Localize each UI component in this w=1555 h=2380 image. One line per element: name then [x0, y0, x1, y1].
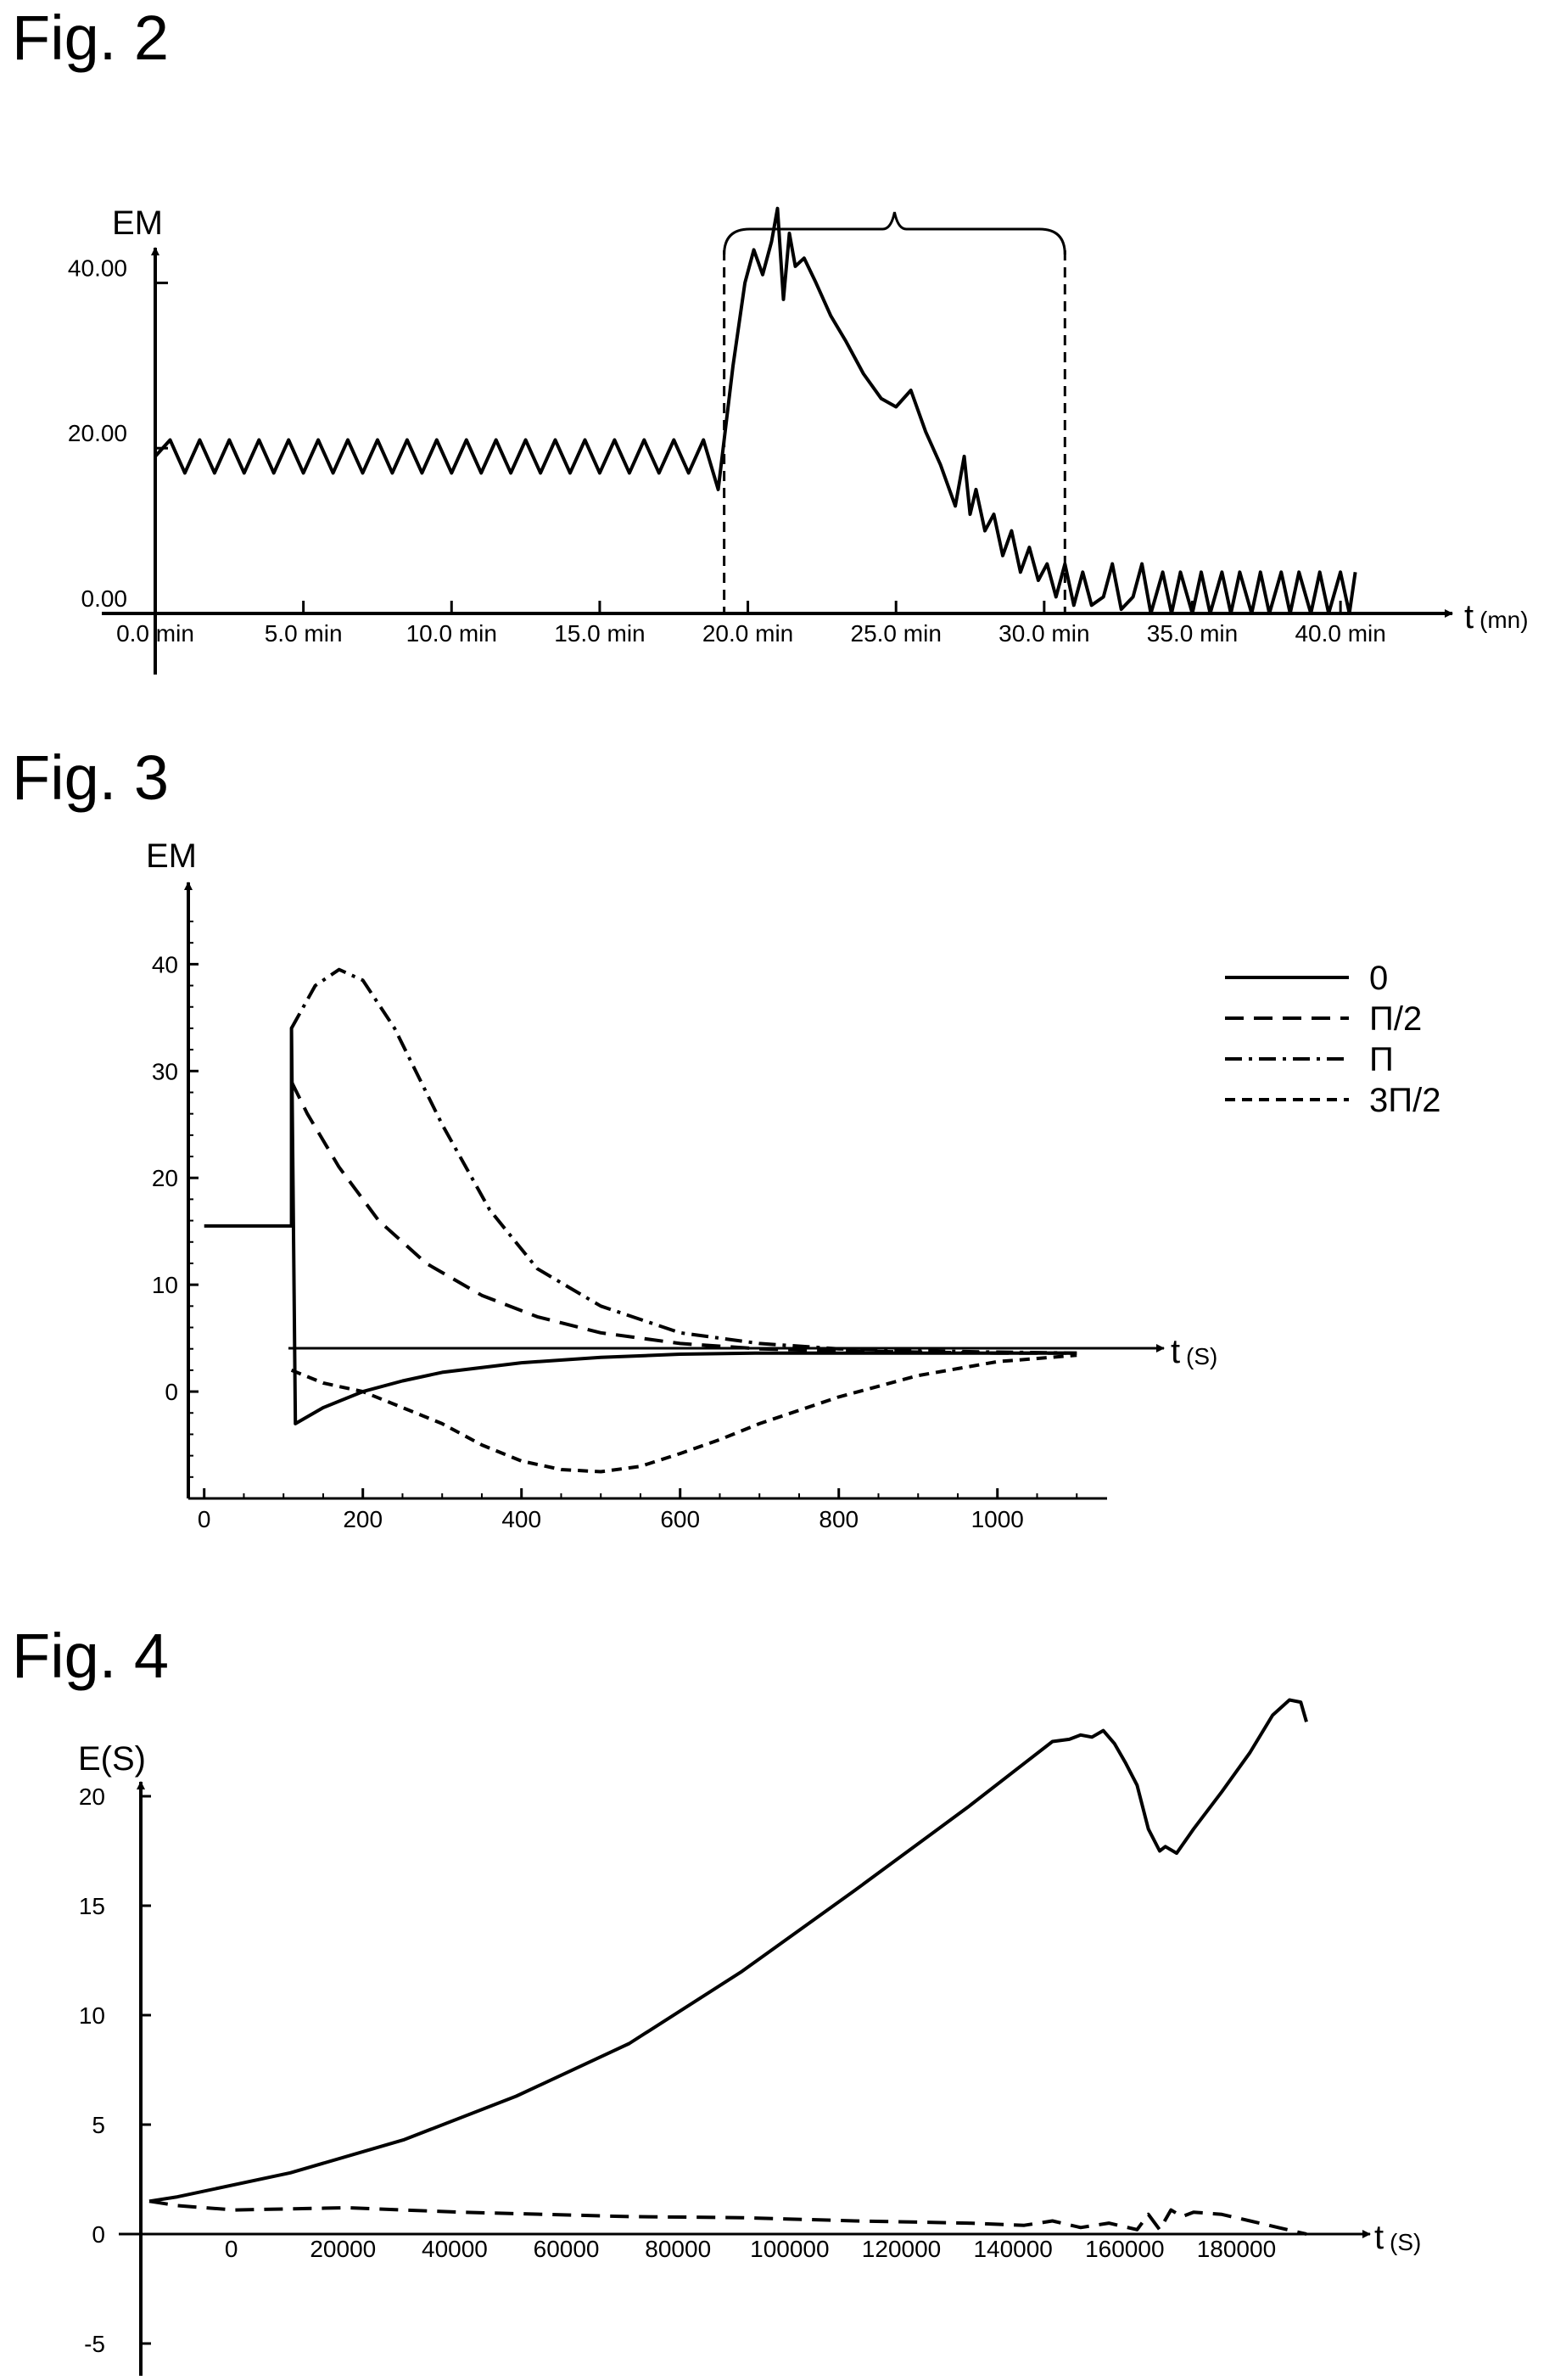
fig3-y-tick-label-2: 20: [152, 1165, 178, 1191]
fig2-x-tick-label-4: 20.0 min: [702, 620, 793, 647]
fig3-x-tick-label-0: 0: [198, 1506, 211, 1532]
fig3-x-label: t: [1171, 1333, 1180, 1370]
fig3-x-unit: (S): [1186, 1343, 1217, 1369]
fig3-x-tick-label-4: 800: [819, 1506, 859, 1532]
fig3-x-tick-label-1: 200: [343, 1506, 383, 1532]
fig3-legend-label-1: Π/2: [1369, 1000, 1422, 1038]
fig4-title: Fig. 4: [12, 1621, 170, 1691]
fig2-y-tick-label-1: 20.00: [68, 420, 127, 446]
fig4-y-tick-label-1: 0: [92, 2221, 105, 2248]
fig2-series-0-line: [154, 206, 1357, 615]
fig4-y-tick-label-2: 5: [92, 2112, 105, 2138]
fig3-y-tick-label-4: 40: [152, 951, 178, 977]
fig3-title: Fig. 3: [12, 742, 170, 813]
fig2-y-label: EM: [112, 204, 163, 242]
fig3-y-tick-label-1: 10: [152, 1272, 178, 1298]
fig4-x-tick-label-5: 100000: [750, 2236, 829, 2262]
fig4-x-tick-label-3: 60000: [534, 2236, 600, 2262]
fig2-x-tick-label-1: 5.0 min: [265, 620, 343, 647]
fig4-chart: E(S) t (S) -5 0 5 10 15 20 0 20000 40000 60000 80000 1…: [78, 1698, 1421, 2376]
fig3-y-tick-label-3: 30: [152, 1058, 178, 1084]
fig4-x-tick-label-4: 80000: [645, 2236, 711, 2262]
fig3-x-tick-label-2: 400: [501, 1506, 541, 1532]
fig2-x-label: t: [1464, 598, 1474, 636]
fig3-series-0-line: [204, 1026, 1077, 1425]
fig4-series-1-line: [148, 2199, 1307, 2236]
fig2-title: Fig. 2: [12, 3, 170, 73]
fig2-x-tick-label-2: 10.0 min: [406, 620, 497, 647]
fig2-y-tick-label-0: 0.00: [81, 585, 128, 612]
fig4-x-label: t: [1374, 2219, 1384, 2256]
fig3-series-1-line: [289, 1081, 1077, 1355]
fig4-x-tick-label-8: 160000: [1085, 2236, 1164, 2262]
fig3-legend-label-0: 0: [1369, 960, 1388, 997]
fig4-y-tick-label-4: 15: [79, 1893, 105, 1919]
fig4-series-0-line: [148, 1698, 1308, 2204]
fig4-x-tick-label-1: 20000: [310, 2236, 376, 2262]
fig3-series-2-line: [289, 967, 1077, 1355]
fig4-y-tick-label-0: -5: [84, 2331, 105, 2357]
fig3-legend-label-2: Π: [1369, 1041, 1394, 1078]
fig4-x-tick-label-7: 140000: [973, 2236, 1052, 2262]
fig2-x-unit: (mn): [1479, 607, 1529, 633]
fig2-chart: EM t (mn) 0.00 20.00 40.00 0.0 min 5.0 min 10.0 …: [68, 204, 1529, 675]
fig4-x-tick-label-2: 40000: [422, 2236, 488, 2262]
fig4-x-tick-label-9: 180000: [1197, 2236, 1276, 2262]
fig2-bracket-brace: [723, 211, 1066, 255]
fig2-y-tick-label-2: 40.00: [68, 255, 127, 281]
fig4-x-tick-label-6: 120000: [862, 2236, 941, 2262]
fig2-x-tick-label-6: 30.0 min: [998, 620, 1089, 647]
fig3-y-tick-label-0: 0: [165, 1379, 178, 1405]
fig2-x-tick-label-0: 0.0 min: [116, 620, 194, 647]
fig2-x-tick-label-7: 35.0 min: [1147, 620, 1238, 647]
fig3-y-label: EM: [146, 837, 197, 875]
fig3-legend-label-3: 3Π/2: [1369, 1082, 1441, 1119]
fig3-x-tick-label-3: 600: [660, 1506, 700, 1532]
fig3-x-tick-label-5: 1000: [971, 1506, 1024, 1532]
fig4-y-label: E(S): [78, 1740, 146, 1778]
fig2-x-tick-label-5: 25.0 min: [851, 620, 942, 647]
fig2-x-tick-label-3: 15.0 min: [554, 620, 645, 647]
fig4-x-unit: (S): [1390, 2229, 1421, 2255]
fig4-y-tick-label-3: 10: [79, 2002, 105, 2029]
fig4-x-tick-label-0: 0: [225, 2236, 238, 2262]
fig2-x-tick-label-8: 40.0 min: [1295, 620, 1385, 647]
fig4-y-tick-label-5: 20: [79, 1784, 105, 1810]
fig3-series-3-line: [290, 1353, 1077, 1474]
